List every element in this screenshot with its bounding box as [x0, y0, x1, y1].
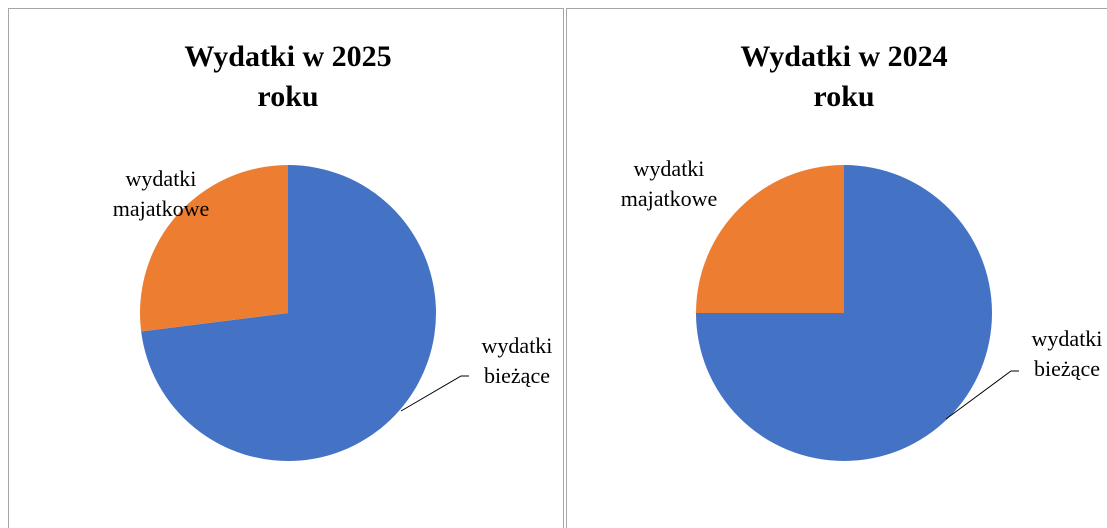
- slice-label: wydatki majatkowe: [620, 156, 718, 211]
- slice-label: wydatki bieżące: [481, 333, 553, 388]
- chart-title: Wydatki w 2024 roku: [740, 40, 948, 113]
- page: Wydatki w 2025 roku wydatki bieżące wydatk…: [8, 8, 1107, 528]
- leader-line: [400, 375, 469, 412]
- chart-title: Wydatki w 2025 roku: [184, 40, 392, 113]
- pie-slice: [140, 165, 288, 332]
- chart-panel: Wydatki w 2024 roku wydatki bieżące wydatk…: [566, 8, 1107, 528]
- pie-slice: [696, 165, 844, 313]
- leader-line: [945, 370, 1019, 420]
- pie-slice: [141, 165, 436, 461]
- slice-label: wydatki bieżące: [1031, 326, 1103, 381]
- pie-chart: [140, 165, 469, 461]
- pie-chart: [696, 165, 1019, 461]
- slice-label: wydatki majatkowe: [112, 166, 210, 221]
- chart-panel: Wydatki w 2025 roku wydatki bieżące wydatk…: [8, 8, 564, 528]
